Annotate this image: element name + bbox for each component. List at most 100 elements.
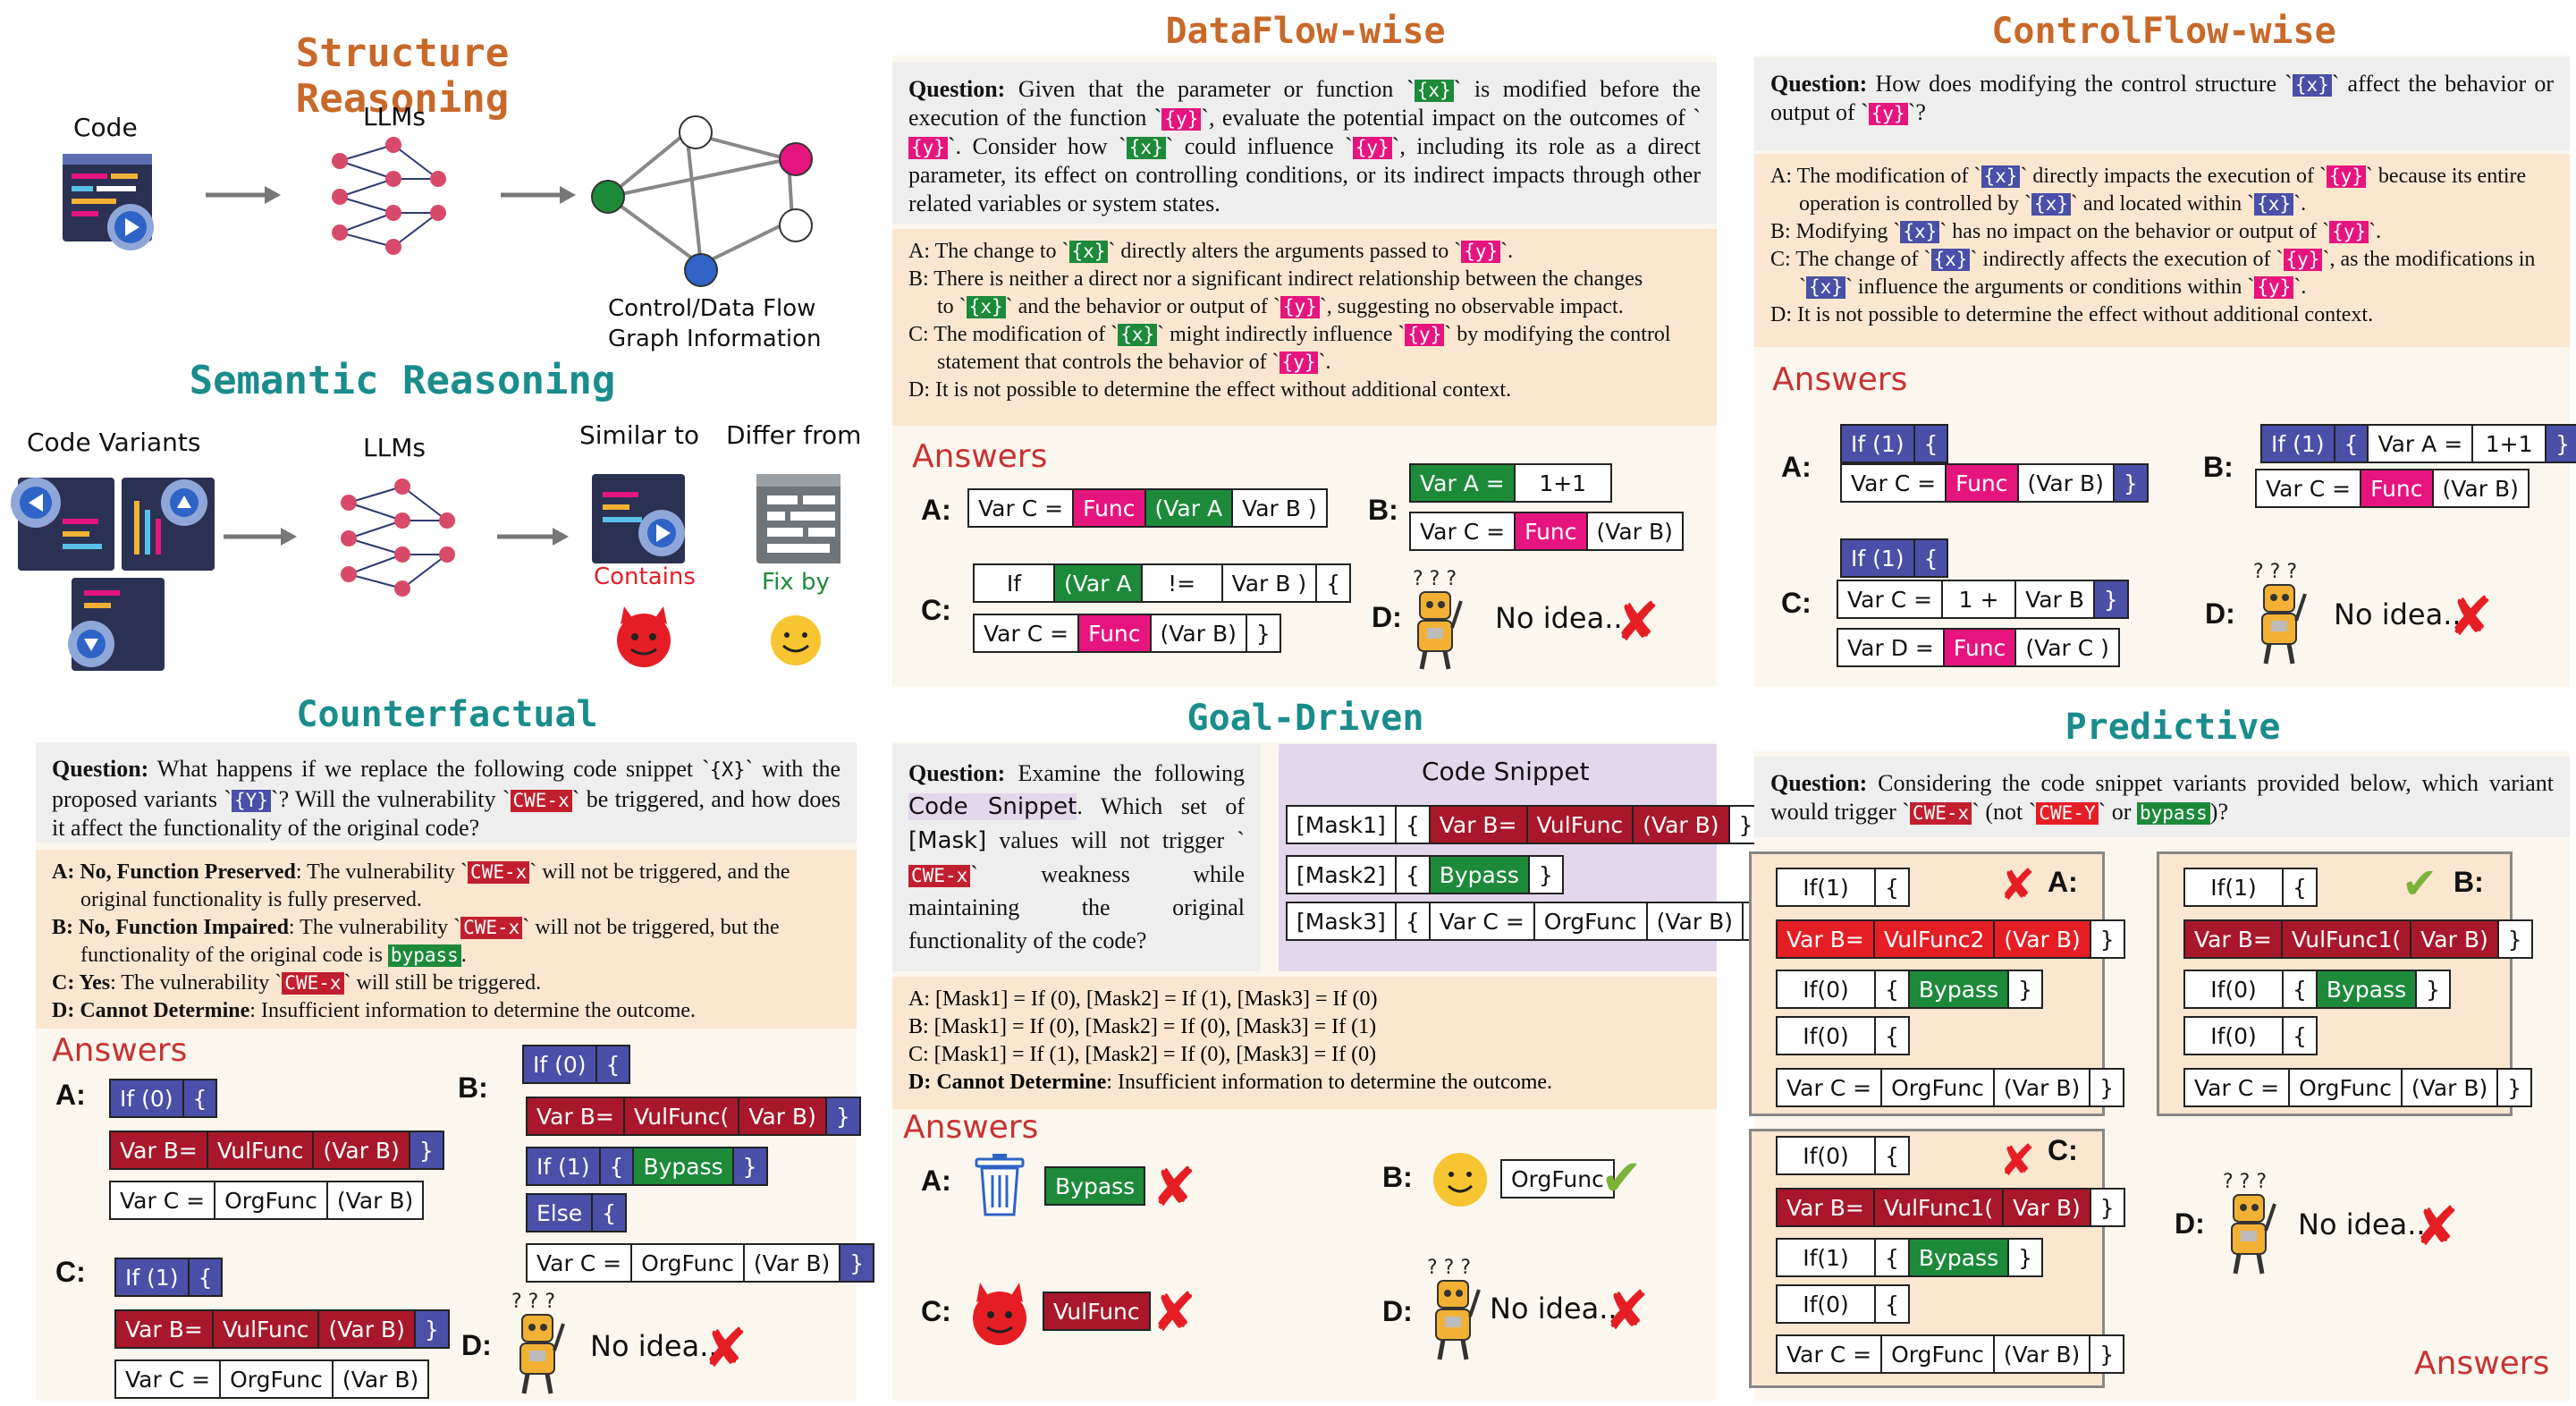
option-d: D: It is not possible to determine the e… <box>1770 303 2374 326</box>
q-text: ` is modified before the execution of th… <box>908 76 1702 131</box>
df-b-code-1: Var A = 1+1 <box>1409 463 1612 504</box>
df-b-label: B: <box>1368 494 1398 526</box>
devil-icon <box>617 606 671 667</box>
cf-a-code-1: If (1){ <box>1840 424 1949 465</box>
option-c: C: The modification of ` {x} ` might indir… <box>908 323 1671 346</box>
x-mark-icon: ✘ <box>1615 591 1660 654</box>
option-b: B: [Mask1] = If (0), [Mask2] = If (0), [… <box>908 1015 1377 1038</box>
semantic-diagram <box>11 474 840 671</box>
counterfactual-answers-heading: Answers <box>52 1032 188 1069</box>
df-d-label: D: <box>1372 601 1402 633</box>
cn-a-code-2: Var B= VulFunc (Var B)} <box>109 1131 444 1172</box>
cn-b-code-1: If (0){ <box>522 1045 631 1086</box>
structure-title: Structure Reasoning <box>295 30 510 122</box>
llm-label-2: LLMs <box>363 433 426 462</box>
df-a-code: Var C = Func (Var A Var B ) <box>967 488 1328 529</box>
cn-c-code-2: Var B= VulFunc (Var B)} <box>114 1309 450 1351</box>
cwe-tag: CWE-x <box>908 865 971 887</box>
robot-icon: ? ? ? <box>1413 568 1463 670</box>
cf-b-label: B: <box>2203 451 2234 483</box>
pr-b-row-1: If(1){ <box>2183 868 2318 909</box>
cn-noidea: No idea.. <box>590 1329 718 1363</box>
option-a-cont: original functionality is fully preserve… <box>80 888 422 911</box>
dataflow-question: Question: Given that the parameter or fu… <box>892 63 1717 224</box>
cwe-x-tag: CWE-x <box>1909 802 1972 825</box>
differ-code-icon <box>756 474 840 563</box>
cwe-tag: CWE-x <box>510 790 572 812</box>
smiley-icon <box>771 615 821 665</box>
x-mark-icon: ✘ <box>1999 860 2036 911</box>
predictive-answers-heading: Answers <box>2414 1345 2550 1382</box>
code-variants-label: Code Variants <box>27 428 201 457</box>
cn-b-code-5: Var C = OrgFunc (Var B)} <box>526 1243 875 1284</box>
pr-b-row-3: If(0){Bypass} <box>2183 970 2451 1011</box>
mask3-row: [Mask3]{Var C =OrgFunc(Var B)} <box>1286 902 1778 943</box>
cn-b-code-4: Else{ <box>526 1193 628 1234</box>
cn-c-code-1: If (1){ <box>114 1258 224 1299</box>
x-mark-icon: ✘ <box>2414 1196 2460 1258</box>
neural-network-icon <box>339 144 439 248</box>
gd-d-label: D: <box>1382 1295 1413 1327</box>
mask-ref: [Mask] <box>908 827 987 854</box>
cf-a-label: A: <box>1781 451 1812 483</box>
counterfactual-question: Question: What happens if we replace the… <box>36 742 857 843</box>
x-mark-icon: ✘ <box>2448 586 2494 648</box>
x-mark-icon: ✘ <box>1152 1156 1197 1219</box>
cn-c-label: C: <box>55 1256 86 1288</box>
gd-c-label: C: <box>921 1295 951 1327</box>
pr-a-row-3: If(0){Bypass} <box>1776 970 2043 1011</box>
predictive-title: Predictive <box>2065 707 2281 748</box>
option-b-cont: functionality of the original code is by… <box>80 944 467 967</box>
df-c-label: C: <box>921 594 951 626</box>
cn-a-code-1: If (0){ <box>109 1079 218 1120</box>
smiley-icon <box>1433 1153 1487 1207</box>
controlflow-answers-heading: Answers <box>1772 361 1908 398</box>
x-mark-icon: ✘ <box>703 1317 748 1380</box>
code-snippet-title: Code Snippet <box>1422 757 1590 786</box>
semantic-title: Semantic Reasoning <box>189 358 616 403</box>
graph-caption-2: Graph Information <box>608 326 822 352</box>
x-tag: {x} <box>1126 137 1166 159</box>
pr-c-row-2: Var B= VulFunc1(Var B)} <box>1776 1188 2125 1229</box>
pr-c-label: C: <box>2048 1134 2078 1166</box>
cf-d-label: D: <box>2205 597 2235 630</box>
x-mark-icon: ✘ <box>1604 1280 1650 1342</box>
df-c-code-2: Var C = Func (Var B)} <box>973 614 1281 655</box>
pr-d-label: D: <box>2175 1207 2205 1240</box>
structure-diagram <box>63 115 813 287</box>
option-b-cont: to ` {x} ` and the behavior or output of `… <box>937 295 1624 318</box>
cf-a-code-2: Var C = Func (Var B)} <box>1840 463 2149 504</box>
y-tag: {y} <box>1352 137 1392 159</box>
neural-network-icon-2 <box>341 479 455 597</box>
robot-icon: ? ? ? <box>511 1291 565 1394</box>
bypass-tag: bypass <box>2136 802 2210 825</box>
cf-b-code-2: Var C = Func (Var B) <box>2255 469 2530 510</box>
counterfactual-title: Counterfactual <box>296 694 598 735</box>
pr-c-row-5: Var C = OrgFunc (Var B)} <box>1776 1334 2125 1376</box>
y-tag: {Y} <box>231 790 271 812</box>
df-a-label: A: <box>921 494 951 526</box>
cf-c-code-2: Var C = 1 + Var B} <box>1837 580 2129 621</box>
option-d: D: It is not possible to determine the e… <box>908 378 1512 402</box>
controlflow-title: ControlFlow-wise <box>1991 11 2336 52</box>
code-snippet-ref: Code Snippet <box>908 793 1077 820</box>
goaldriven-answers-heading: Answers <box>903 1109 1039 1146</box>
fixby-label: Fix by <box>762 569 830 596</box>
dataflow-title: DataFlow-wise <box>1165 11 1446 52</box>
pr-b-label: B: <box>2454 866 2484 898</box>
similar-code-icon <box>592 474 685 563</box>
svg-text:? ? ?: ? ? ? <box>1427 1257 1471 1279</box>
option-a: A: [Mask1] = If (0), [Mask2] = If (1), [… <box>908 987 1378 1011</box>
option-c-cont: ` {x} ` influence the arguments or conditi… <box>1799 275 2307 299</box>
q-text: `. Consider how ` <box>947 133 1127 159</box>
x-mark-icon: ✘ <box>1152 1282 1197 1344</box>
option-c: C: [Mask1] = If (1), [Mask2] = If (0), [… <box>908 1043 1377 1066</box>
option-b: B: Modifying ` {x} ` has no impact on the … <box>1770 220 2382 243</box>
q-text: `, evaluate the potential impact on the … <box>1201 105 1701 131</box>
controlflow-options: A: The modification of ` {x} ` directly im… <box>1754 154 2570 347</box>
goaldriven-question: Question: Examine the following Code Sni… <box>892 744 1261 971</box>
cn-a-code-3: Var C = OrgFunc (Var B) <box>109 1181 425 1222</box>
gd-noidea: No idea.. <box>1490 1292 1617 1326</box>
gd-b-label: B: <box>1382 1161 1413 1193</box>
differ-label: Differ from <box>726 420 862 450</box>
